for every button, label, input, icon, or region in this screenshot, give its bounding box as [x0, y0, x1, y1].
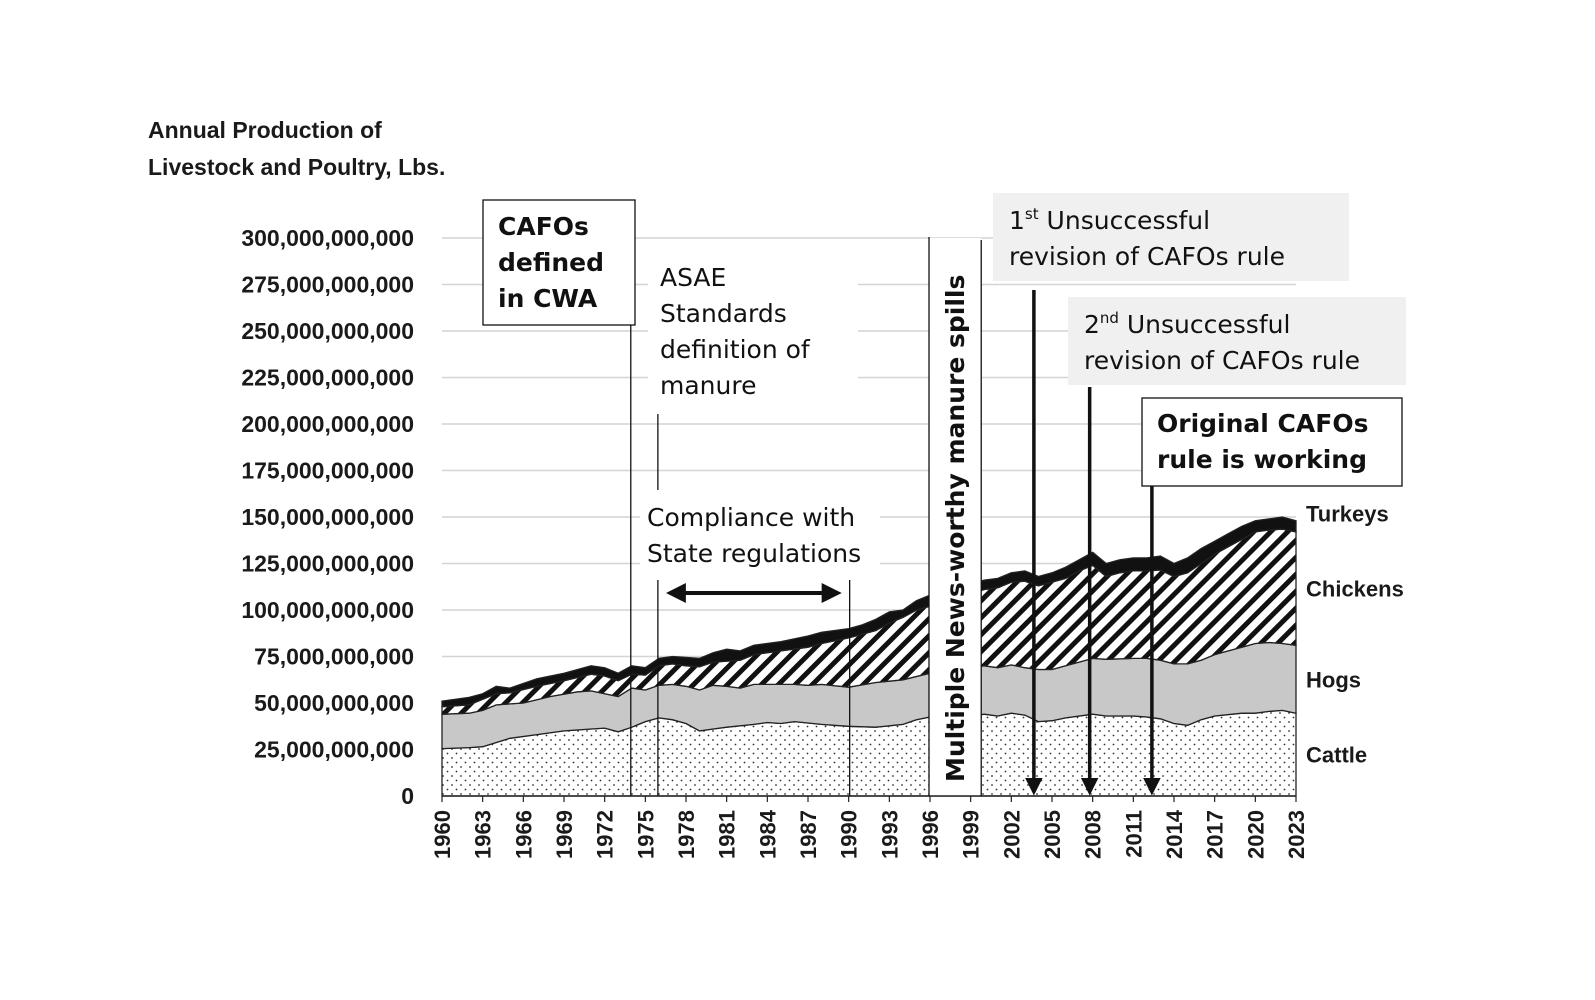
x-tick-label: 1999: [959, 810, 984, 859]
x-tick-label: 1984: [755, 809, 780, 859]
x-tick-label: 1990: [837, 810, 862, 859]
y-tick-label: 25,000,000,000: [254, 737, 414, 763]
y-axis-title-line: Livestock and Poultry, Lbs.: [148, 154, 445, 180]
manure-spills-text: Multiple News-worthy manure spills: [941, 275, 970, 782]
revision1-text-line1: 1st Unsuccessful: [1009, 205, 1210, 235]
x-tick-label: 1978: [674, 810, 699, 859]
revision1-text-line2: revision of CAFOs rule: [1009, 242, 1285, 271]
revision2-text-line2: revision of CAFOs rule: [1084, 346, 1360, 375]
revision2-text-line1: 2nd Unsuccessful: [1084, 309, 1290, 339]
x-tick-label: 1987: [796, 810, 821, 859]
y-tick-label: 275,000,000,000: [241, 272, 414, 298]
series-label-hogs: Hogs: [1306, 667, 1361, 692]
revision2-box: [1068, 297, 1406, 385]
x-tick-label: 1972: [593, 810, 618, 859]
original-rule-text: Original CAFOs: [1157, 409, 1368, 438]
y-tick-label: 200,000,000,000: [241, 411, 414, 437]
x-tick-label: 1960: [430, 810, 455, 859]
area-turkeys: [441, 516, 1297, 708]
y-tick-label: 125,000,000,000: [241, 551, 414, 577]
y-tick-label: 50,000,000,000: [254, 690, 414, 716]
y-tick-label: 250,000,000,000: [241, 318, 414, 344]
x-tick-label: 1966: [511, 810, 536, 859]
series-label-turkeys: Turkeys: [1306, 501, 1389, 526]
y-tick-label: 225,000,000,000: [241, 365, 414, 391]
x-tick-label: 2020: [1243, 810, 1268, 859]
x-tick-label: 2011: [1121, 810, 1146, 858]
y-axis-title: Annual Production of Livestock and Poultr…: [148, 117, 445, 180]
y-tick-label: 0: [401, 783, 414, 809]
x-tick-label: 1963: [471, 810, 496, 859]
x-axis-ticks: 1960 1963 1966 1969 1972 1975 1978 1981 1984 1987…: [430, 809, 1309, 859]
compliance-box: [640, 500, 880, 576]
x-tick-label: 1996: [918, 810, 943, 859]
compliance-text: State regulations: [647, 539, 861, 568]
x-tick-label: 2002: [999, 810, 1024, 859]
x-tick-label: 1993: [877, 810, 902, 859]
stacked-areas: [441, 238, 1297, 797]
x-tick-label: 2005: [1040, 810, 1065, 859]
y-tick-label: 150,000,000,000: [241, 504, 414, 530]
y-axis-title-line: Annual Production of: [148, 117, 382, 143]
series-labels: Cattle Hogs Chickens Turkeys: [1306, 501, 1404, 767]
x-tick-label: 2023: [1284, 810, 1309, 859]
cafos-defined-text: defined: [498, 248, 604, 277]
x-tick-label: 1969: [552, 810, 577, 859]
y-tick-label: 175,000,000,000: [241, 458, 414, 484]
y-axis-ticks: 0 25,000,000,000 50,000,000,000 75,000,000,…: [241, 225, 414, 809]
cafos-defined-text: CAFOs: [498, 212, 589, 241]
asae-text: Standards: [660, 299, 787, 328]
revision1-box: [993, 193, 1349, 281]
asae-text: manure: [660, 371, 756, 400]
x-axis: [441, 795, 1297, 802]
asae-text: definition of: [660, 335, 811, 364]
original-rule-text: rule is working: [1157, 445, 1367, 474]
series-label-cattle: Cattle: [1306, 743, 1367, 768]
manure-spills-band: [929, 238, 982, 796]
x-tick-label: 1975: [633, 810, 658, 859]
annotations: CAFOs defined in CWA ASAE Standards definitio…: [482, 193, 1406, 796]
compliance-text: Compliance with: [647, 503, 855, 532]
x-tick-label: 1981: [715, 810, 740, 859]
cafos-defined-text: in CWA: [498, 284, 598, 313]
x-tick-label: 2008: [1081, 810, 1106, 859]
y-tick-label: 300,000,000,000: [241, 225, 414, 251]
cafos-defined-box: [482, 199, 636, 326]
asae-text: ASAE: [660, 263, 726, 292]
x-tick-label: 2017: [1203, 810, 1228, 859]
series-label-chickens: Chickens: [1306, 577, 1404, 602]
x-tick-label: 2014: [1162, 809, 1187, 859]
original-rule-box: [1141, 397, 1403, 487]
y-tick-label: 100,000,000,000: [241, 597, 414, 623]
asae-box: [648, 262, 858, 402]
y-tick-label: 75,000,000,000: [254, 644, 414, 670]
